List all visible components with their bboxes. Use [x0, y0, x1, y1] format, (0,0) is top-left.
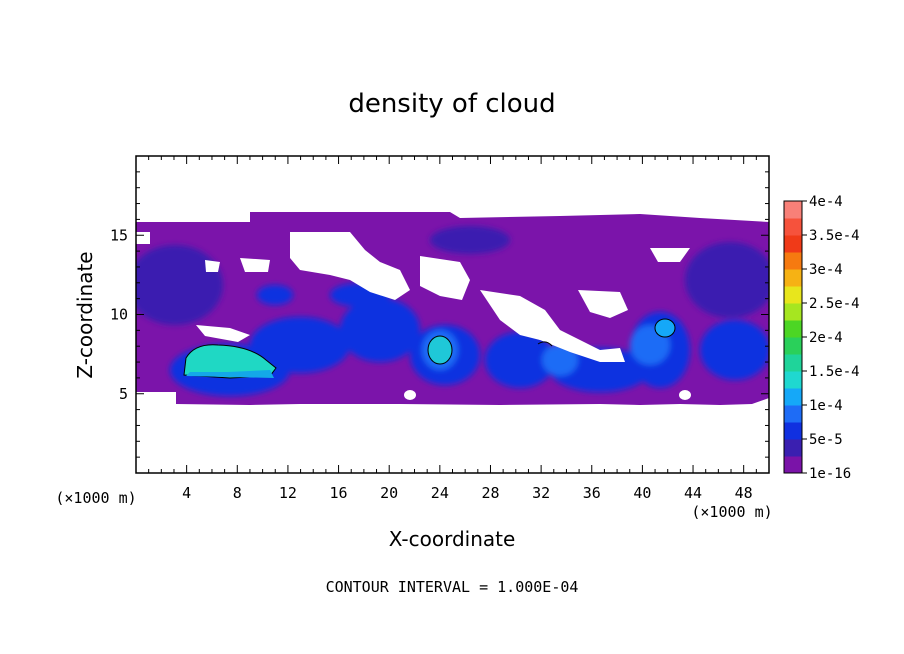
colorbar-swatch: [784, 201, 802, 219]
x-tick-label: 44: [684, 484, 702, 502]
colorbar-label: 4e-4: [809, 194, 843, 210]
colorbar-swatch: [784, 252, 802, 270]
colorbar-swatch: [784, 320, 802, 338]
x-tick-label: 36: [583, 484, 601, 502]
colorbar-swatch: [784, 286, 802, 304]
colorbar-label: 5e-5: [809, 432, 843, 448]
colorbar-label: 3e-4: [809, 262, 843, 278]
heatmap-field: [136, 156, 769, 473]
contour-small: [537, 341, 553, 347]
colorbar-swatch: [784, 218, 802, 236]
x-tick-label: 24: [431, 484, 449, 502]
colorbar-label: 2e-4: [809, 330, 843, 346]
colorbar: 1e-16 5e-5 1e-4 1.5e-4 2e-4 2.5e-4 3e-4 3.5e-4 4…: [783, 194, 860, 482]
colorbar-swatch: [784, 456, 802, 474]
colorbar-swatch: [784, 337, 802, 355]
y-tick-label: 10: [110, 306, 128, 324]
colorbar-swatch: [784, 405, 802, 423]
colorbar-swatch: [784, 439, 802, 457]
colorbar-swatch: [784, 422, 802, 440]
x-tick-label: 28: [481, 484, 499, 502]
x-tick-label: 32: [532, 484, 550, 502]
colorbar-swatch: [784, 303, 802, 321]
x-tick-label: 8: [233, 484, 242, 502]
z-unit-label: (×1000 m): [55, 489, 136, 507]
colorbar-swatch: [784, 235, 802, 253]
cloud-core-center: [427, 335, 453, 365]
colorbar-swatch: [784, 354, 802, 372]
colorbar-label: 2.5e-4: [809, 296, 860, 312]
colorbar-label: 3.5e-4: [809, 228, 860, 244]
x-tick-label: 12: [279, 484, 297, 502]
y-tick-label: 15: [110, 226, 128, 244]
x-tick-label: 20: [380, 484, 398, 502]
colorbar-swatch: [784, 388, 802, 406]
cloud-free-gaps: [136, 232, 691, 400]
colorbar-swatch: [784, 371, 802, 389]
x-axis-label: X-coordinate: [389, 527, 516, 551]
x-tick-label: 48: [735, 484, 753, 502]
contour-interval-footer: CONTOUR INTERVAL = 1.000E-04: [326, 578, 579, 596]
x-tick-label: 40: [633, 484, 651, 502]
cloud-core-left-inner: [186, 370, 274, 378]
cloud-core-left: [183, 344, 277, 379]
cloud-core-right: [654, 318, 676, 338]
x-unit-label: (×1000 m): [691, 503, 772, 521]
colorbar-label: 1e-4: [809, 398, 843, 414]
x-tick-label: 4: [182, 484, 191, 502]
x-tick-label: 16: [330, 484, 348, 502]
colorbar-label: 1.5e-4: [809, 364, 860, 380]
chart-title: density of cloud: [348, 89, 555, 119]
y-tick-label: 5: [119, 385, 128, 403]
y-axis-label: Z-coordinate: [73, 251, 97, 378]
colorbar-swatch: [784, 269, 802, 287]
colorbar-label: 1e-16: [809, 466, 851, 482]
